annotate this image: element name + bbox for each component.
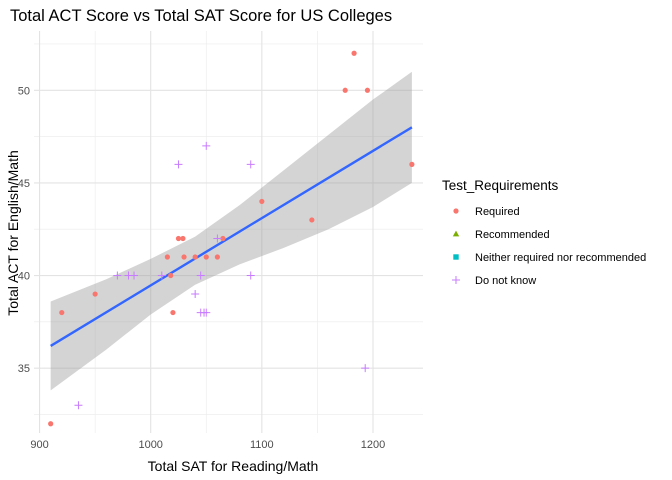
legend-label-required: Required bbox=[475, 206, 520, 218]
trend-line bbox=[50, 126, 413, 347]
point-required bbox=[48, 421, 54, 427]
point-do-not-know bbox=[246, 160, 255, 169]
x-tick-label: 1100 bbox=[250, 439, 274, 451]
point-required bbox=[170, 309, 176, 316]
grid-major-lines bbox=[34, 31, 423, 433]
legend-key-neither-required-nor-recommended bbox=[453, 254, 459, 260]
point-required bbox=[203, 254, 209, 260]
point-required bbox=[180, 235, 186, 242]
point-required bbox=[342, 87, 348, 93]
y-tick-label: 35 bbox=[18, 363, 30, 375]
x-axis-tick-labels: 900 1000 1100 1200 bbox=[30, 439, 385, 451]
point-do-not-know bbox=[174, 160, 183, 169]
point-required bbox=[364, 87, 371, 93]
legend-entries: Required Recommended Neither required nor … bbox=[452, 206, 646, 287]
chart-title: Total ACT Score vs Total SAT Score for U… bbox=[10, 7, 392, 25]
confidence-band bbox=[50, 71, 412, 391]
point-do-not-know bbox=[196, 271, 205, 280]
point-required bbox=[168, 272, 174, 279]
y-tick-label: 40 bbox=[18, 271, 30, 283]
point-required bbox=[92, 291, 98, 297]
grid-minor-lines bbox=[34, 31, 423, 433]
point-do-not-know bbox=[130, 271, 139, 280]
point-required bbox=[259, 198, 265, 205]
point-required bbox=[409, 161, 415, 167]
y-axis-tick-labels: 35 40 45 50 bbox=[18, 85, 30, 375]
y-tick-label: 45 bbox=[18, 178, 30, 190]
legend-label-neither-required-nor-recommended: Neither required nor recommended bbox=[475, 252, 646, 264]
point-do-not-know bbox=[361, 364, 370, 373]
legend-key-recommended bbox=[452, 230, 460, 237]
regression-line bbox=[50, 126, 413, 347]
legend-key-required bbox=[453, 208, 459, 214]
point-required bbox=[214, 254, 220, 260]
point-required bbox=[220, 235, 226, 242]
point-required bbox=[175, 235, 182, 242]
legend: Test_Requirements Required Recommended Nei… bbox=[442, 178, 646, 287]
data-points bbox=[48, 50, 415, 427]
point-do-not-know bbox=[246, 271, 255, 280]
legend-key-do-not-know bbox=[452, 276, 460, 284]
y-tick-label: 50 bbox=[18, 85, 30, 97]
y-axis-title: Total ACT for English/Math bbox=[5, 150, 21, 315]
legend-title: Test_Requirements bbox=[442, 178, 559, 193]
point-required bbox=[351, 50, 357, 56]
point-required bbox=[164, 254, 170, 260]
point-do-not-know bbox=[74, 401, 83, 410]
legend-label-do-not-know: Do not know bbox=[475, 275, 536, 287]
point-required bbox=[59, 309, 65, 316]
point-do-not-know bbox=[191, 290, 200, 299]
point-do-not-know bbox=[157, 271, 166, 280]
legend-label-recommended: Recommended bbox=[475, 229, 550, 241]
plot-panel bbox=[34, 31, 423, 433]
point-do-not-know bbox=[113, 271, 122, 280]
x-axis-title: Total SAT for Reading/Math bbox=[148, 458, 319, 474]
x-tick-label: 900 bbox=[30, 439, 48, 451]
point-do-not-know bbox=[202, 141, 211, 150]
point-required bbox=[192, 254, 198, 260]
x-tick-label: 1000 bbox=[138, 439, 162, 451]
x-tick-label: 1200 bbox=[361, 439, 385, 451]
point-required bbox=[309, 217, 315, 223]
point-required bbox=[181, 254, 187, 260]
point-do-not-know bbox=[202, 308, 211, 317]
confidence-band-area bbox=[50, 71, 412, 391]
point-do-not-know bbox=[213, 234, 222, 243]
